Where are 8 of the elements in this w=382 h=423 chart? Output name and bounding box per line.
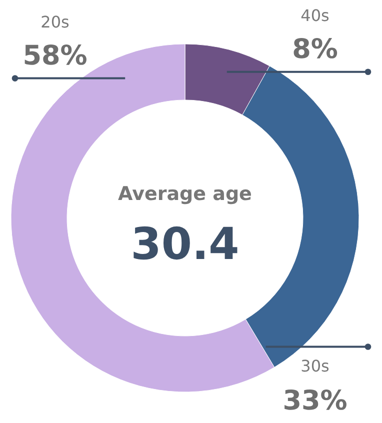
slice-label: 30s: [300, 356, 330, 376]
data-label: 33%: [282, 386, 348, 417]
data-label: 8%: [292, 34, 338, 65]
slice-label: 40s: [300, 6, 330, 25]
data-label: 58%: [22, 40, 88, 72]
slice-label: 20s: [40, 12, 70, 32]
text: 30.4: [130, 219, 240, 270]
text: Average age: [118, 183, 252, 205]
